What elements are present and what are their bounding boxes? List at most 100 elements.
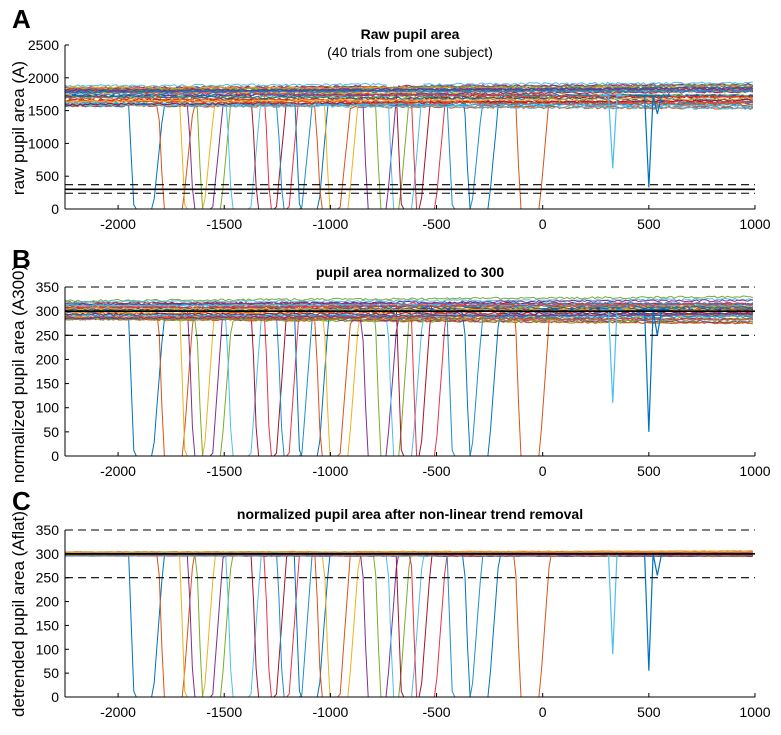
y-tick-label: 0	[51, 689, 59, 705]
x-tick-label: -500	[423, 704, 451, 720]
axes-b: 0 50 100 150 200 250 300 350 -2000 -1500 -1000 -500…	[36, 279, 771, 479]
trial-trace	[65, 553, 753, 698]
trial-trace	[64, 303, 754, 457]
trial-trace	[64, 93, 753, 210]
trial-trace	[65, 551, 753, 698]
panel-title-b: pupil area normalized to 300	[316, 264, 504, 280]
x-tick-label: -500	[423, 216, 451, 232]
y-tick-label: 0	[51, 201, 59, 217]
x-tick-label: -2000	[100, 216, 136, 232]
trial-trace	[64, 312, 754, 457]
trial-trace	[64, 97, 754, 103]
trial-trace	[64, 85, 754, 94]
trial-trace	[64, 297, 754, 304]
trial-trace	[64, 83, 754, 92]
y-tick-label: 350	[36, 279, 60, 295]
y-tick-label: 150	[36, 617, 60, 633]
trial-trace	[64, 92, 754, 210]
y-tick-label: 300	[36, 303, 60, 319]
x-tick-label: 0	[539, 216, 547, 232]
trial-trace	[64, 103, 754, 111]
trial-trace	[64, 553, 753, 698]
x-tick-label: 0	[539, 463, 547, 479]
x-tick-label: -1500	[206, 704, 242, 720]
trial-trace	[65, 552, 753, 698]
panel-c: C normalized pupil area after non-linear…	[9, 486, 771, 720]
trial-trace	[64, 304, 754, 457]
axes-a: 0 500 1000 1500 2000 2500 -2000 -1500 -1000 -500 0…	[28, 37, 771, 232]
trial-trace	[64, 552, 753, 698]
y-tick-label: 200	[36, 351, 60, 367]
x-tick-label: -500	[423, 463, 451, 479]
trace-group-a	[64, 81, 754, 210]
y-tick-label: 1500	[28, 103, 59, 119]
y-tick-label: 100	[36, 400, 60, 416]
panel-letter-b: B	[12, 244, 31, 274]
y-tick-label: 100	[36, 641, 60, 657]
x-tick-label: -1000	[312, 463, 348, 479]
y-axis-label-b: normalized pupil area (A300)	[9, 265, 28, 483]
trial-trace	[64, 295, 754, 303]
axes-c: 0 50 100 150 200 250 300 350 -2000 -1500 -1000 -500…	[36, 522, 771, 720]
late-dip-trace	[600, 553, 626, 655]
trial-trace	[64, 305, 753, 312]
trace-group-b	[64, 295, 754, 457]
x-tick-label: 500	[637, 463, 661, 479]
trial-trace	[64, 99, 753, 210]
panel-b: B pupil area normalized to 300 normalize…	[9, 244, 771, 483]
trial-trace	[64, 554, 753, 698]
panel-a: A Raw pupil area (40 trials from one sub…	[9, 4, 771, 232]
trial-trace	[64, 94, 754, 210]
y-tick-label: 0	[51, 448, 59, 464]
late-dip-trace	[644, 553, 671, 576]
y-tick-label: 1000	[28, 135, 59, 151]
trace-group-c	[64, 550, 753, 698]
late-dip-trace	[636, 309, 662, 432]
trial-trace	[65, 553, 753, 698]
y-tick-label: 50	[43, 424, 59, 440]
trial-trace	[65, 554, 753, 698]
trial-trace	[64, 315, 753, 457]
x-tick-label: 1000	[739, 704, 770, 720]
y-tick-label: 150	[36, 376, 60, 392]
trial-trace	[64, 86, 754, 93]
x-tick-label: -2000	[100, 463, 136, 479]
y-tick-label: 200	[36, 594, 60, 610]
trial-trace	[64, 316, 753, 457]
x-tick-label: 0	[539, 704, 547, 720]
panel-letter-c: C	[12, 486, 31, 516]
trial-trace	[64, 305, 753, 457]
panel-title-a: Raw pupil area	[361, 26, 460, 42]
trial-trace	[64, 317, 753, 457]
x-tick-label: -1000	[312, 704, 348, 720]
trial-trace	[64, 302, 753, 310]
x-tick-label: 1000	[739, 216, 770, 232]
trial-trace	[64, 551, 753, 698]
panel-letter-a: A	[12, 4, 31, 34]
trial-trace	[64, 317, 753, 457]
trial-trace	[64, 307, 753, 457]
y-tick-label: 500	[36, 168, 60, 184]
trial-trace	[64, 312, 753, 320]
y-tick-label: 250	[36, 327, 60, 343]
panel-title-c: normalized pupil area after non-linear t…	[237, 506, 583, 522]
reference-lines-a	[65, 184, 755, 194]
trial-trace	[64, 554, 753, 698]
reference-lines-c	[65, 529, 755, 579]
late-dip-trace	[600, 95, 626, 169]
trial-trace	[64, 308, 754, 457]
trial-trace	[64, 314, 754, 457]
x-tick-label: -1000	[312, 216, 348, 232]
x-tick-label: 500	[637, 216, 661, 232]
trial-trace	[64, 310, 754, 457]
reference-lines-b	[65, 286, 755, 336]
trial-trace	[64, 312, 754, 457]
y-tick-label: 350	[36, 522, 60, 538]
trial-trace	[64, 552, 753, 698]
x-tick-label: -2000	[100, 704, 136, 720]
trial-trace	[64, 307, 754, 457]
trial-trace	[64, 552, 753, 698]
y-tick-label: 50	[43, 665, 59, 681]
late-dip-trace	[600, 309, 626, 403]
